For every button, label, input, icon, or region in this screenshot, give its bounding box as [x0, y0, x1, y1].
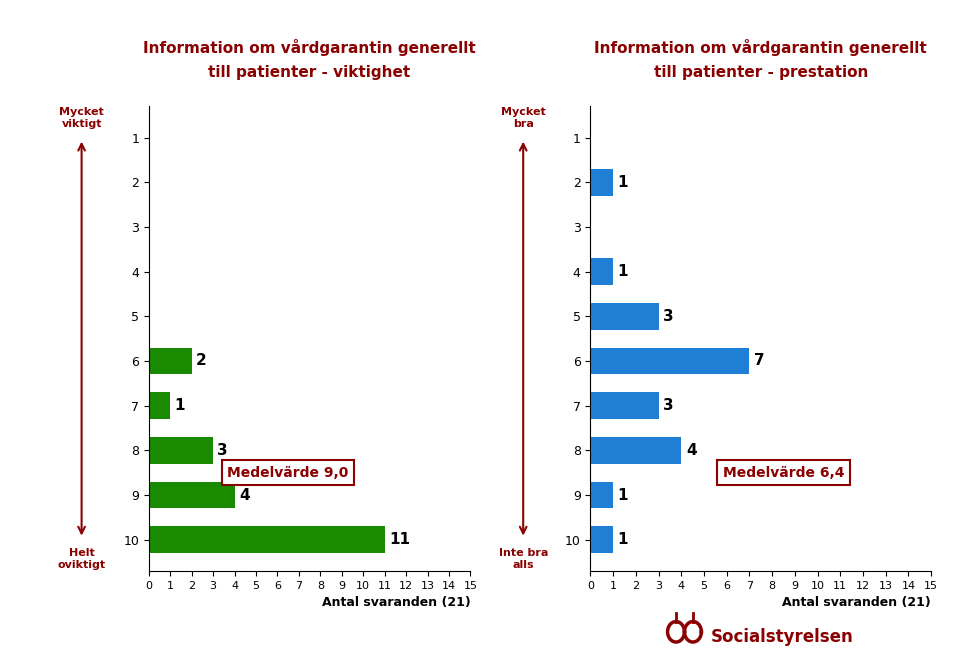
Text: 1: 1 — [617, 175, 628, 190]
Text: 1: 1 — [617, 264, 628, 279]
Text: till patienter - prestation: till patienter - prestation — [654, 64, 868, 80]
Bar — [590, 169, 613, 196]
X-axis label: Antal svaranden (21): Antal svaranden (21) — [782, 596, 931, 610]
Text: 2: 2 — [196, 353, 206, 369]
Text: Mycket
bra: Mycket bra — [501, 107, 545, 129]
Text: till patienter - viktighet: till patienter - viktighet — [208, 64, 411, 80]
Bar — [590, 527, 613, 553]
Text: 3: 3 — [217, 443, 228, 458]
Bar — [590, 258, 613, 285]
Text: Mycket
viktigt: Mycket viktigt — [60, 107, 104, 129]
Text: 7: 7 — [754, 353, 764, 369]
Text: 1: 1 — [617, 533, 628, 547]
X-axis label: Antal svaranden (21): Antal svaranden (21) — [322, 596, 470, 610]
Text: 11: 11 — [389, 533, 410, 547]
Text: 1: 1 — [175, 398, 185, 413]
Bar — [590, 303, 659, 330]
Bar — [149, 481, 234, 509]
Bar — [590, 347, 750, 374]
Text: 4: 4 — [685, 443, 696, 458]
Text: Helt
oviktigt: Helt oviktigt — [58, 548, 106, 570]
Bar — [149, 527, 385, 553]
Bar — [590, 481, 613, 509]
Bar — [149, 437, 213, 463]
Bar — [590, 437, 682, 463]
Text: Information om vårdgarantin generellt: Information om vårdgarantin generellt — [594, 39, 927, 56]
Text: Medelvärde 6,4: Medelvärde 6,4 — [723, 465, 844, 479]
Text: Inte bra
alls: Inte bra alls — [498, 548, 548, 570]
Text: 3: 3 — [663, 398, 674, 413]
Text: 1: 1 — [617, 487, 628, 503]
Bar — [149, 392, 170, 419]
Text: Information om vårdgarantin generellt: Information om vårdgarantin generellt — [143, 39, 476, 56]
Text: 4: 4 — [239, 487, 250, 503]
Text: 3: 3 — [663, 309, 674, 324]
Bar — [149, 347, 192, 374]
Bar — [590, 392, 659, 419]
Text: Medelvärde 9,0: Medelvärde 9,0 — [228, 465, 348, 479]
Text: Socialstyrelsen: Socialstyrelsen — [710, 628, 853, 647]
